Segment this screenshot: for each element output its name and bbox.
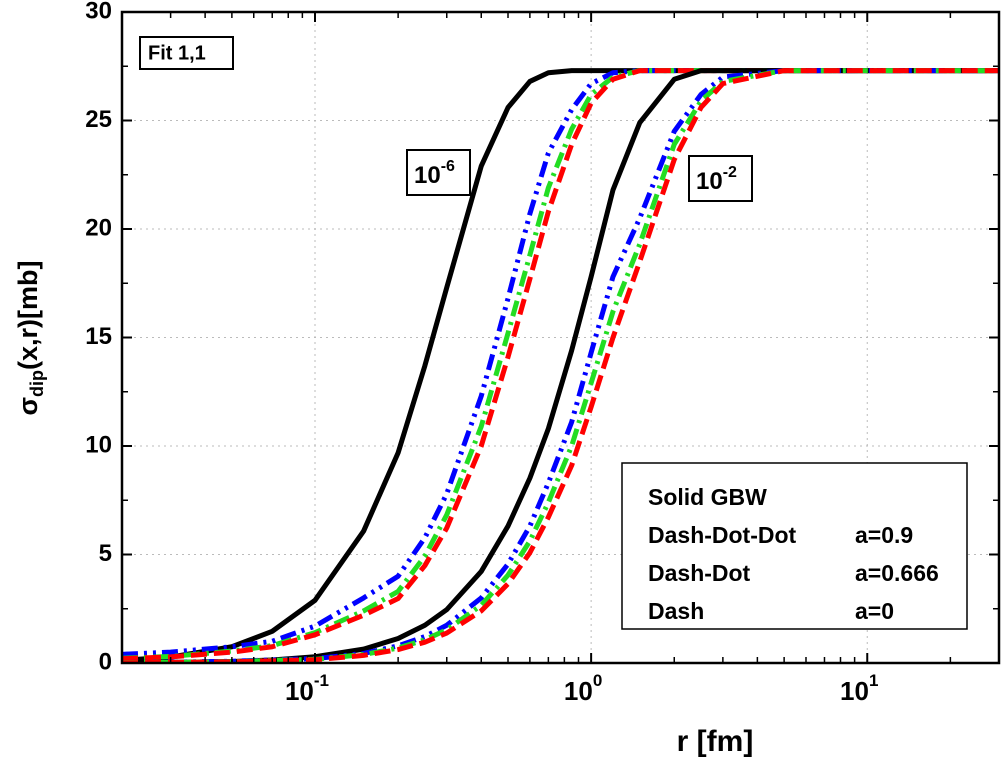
legend-text: a=0.9 <box>855 522 913 548</box>
y-tick-label: 10 <box>85 431 112 458</box>
curve-label: 10-6 <box>414 158 455 189</box>
fit-box <box>139 36 234 70</box>
legend-text: Solid GBW <box>648 484 767 510</box>
y-label-rest: (x,r)[mb] <box>13 261 43 371</box>
x-tick-base: 10 <box>285 676 314 706</box>
legend-text: a=0.666 <box>855 560 939 586</box>
legend-text: Dash-Dot-Dot <box>648 522 797 548</box>
y-tick-label: 20 <box>85 214 112 241</box>
curve-label-box <box>688 155 753 202</box>
y-axis-label: σdip(x,r)[mb] <box>13 261 47 416</box>
curve-label-exponent: -6 <box>441 158 455 175</box>
series-line <box>122 68 999 661</box>
legend: Solid GBW Dash-Dot-Dot a=0.9 Dash-Dot a=0.66… <box>648 484 939 624</box>
curve-label-base: 10 <box>414 162 441 189</box>
y-label-symbol: σ <box>13 397 43 415</box>
x-tick-exponent: 0 <box>593 671 602 690</box>
x-tick-exponent: 1 <box>869 671 878 690</box>
curve-label-box <box>406 149 471 196</box>
legend-box <box>621 462 968 630</box>
legend-text: Dash-Dot <box>648 560 751 586</box>
series-line <box>122 68 999 663</box>
legend-text: a=0 <box>855 598 894 624</box>
y-tick-label: 5 <box>99 540 112 567</box>
series-line <box>122 68 999 662</box>
legend-text: Dash <box>648 598 704 624</box>
x-tick-base: 10 <box>840 676 869 706</box>
line-layer <box>122 68 999 663</box>
fit-label: Fit 1,1 <box>148 42 206 64</box>
curve-label-exponent: -2 <box>723 164 737 181</box>
x-tick-label: 10-1 <box>285 671 329 705</box>
x-tick-label: 100 <box>564 671 602 705</box>
curve-label: 10-2 <box>696 164 737 195</box>
y-tick-label: 15 <box>85 323 112 350</box>
series-line <box>122 68 999 663</box>
y-tick-label: 25 <box>85 106 112 133</box>
x-tick-label: 101 <box>840 671 878 705</box>
y-tick-label: 30 <box>85 0 112 24</box>
y-tick-label: 0 <box>99 648 112 675</box>
x-tick-base: 10 <box>564 676 593 706</box>
y-label-sub: dip <box>27 370 47 397</box>
x-tick-exponent: -1 <box>314 671 329 690</box>
plot-frame <box>120 10 1001 665</box>
x-axis-label: r [fm] <box>677 725 754 758</box>
curve-label-base: 10 <box>696 168 723 195</box>
